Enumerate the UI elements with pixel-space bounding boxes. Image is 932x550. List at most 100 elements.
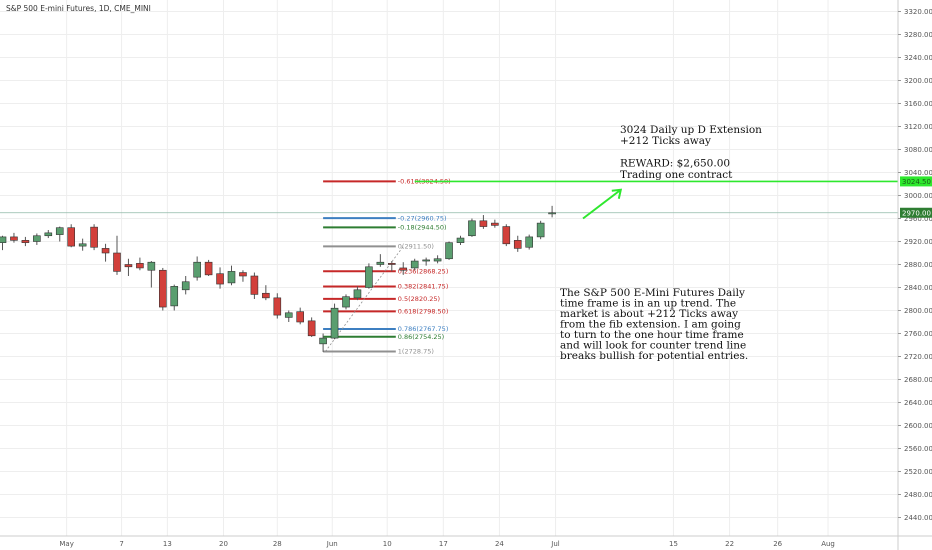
annotation-bottom-line: The S&P 500 E-Mini Futures Daily [560,287,745,299]
y-tick-label: 3320.00 [904,8,932,16]
candle [456,235,465,245]
candle-body [216,273,224,285]
x-tick-label: 20 [219,540,228,548]
candle-body [273,297,282,316]
y-tick-label: 3240.00 [904,54,932,62]
candle-body [296,311,305,323]
candle-body [44,232,53,237]
candle-body [387,263,396,265]
fib-level-label: -0.27(2960.75) [398,214,447,222]
y-axis: 2440.00 2480.00 2520.00 2560.00 2600.00 2640.… [897,0,932,550]
candle [502,224,511,247]
last-price-label: 2970.00 [902,209,931,217]
candle-body [353,289,362,299]
candle-body [0,236,7,243]
arrow-shaft [582,188,622,220]
y-tick-label: 3000.00 [904,192,932,200]
candle [319,333,327,352]
candle-body [376,261,385,265]
candle-body [124,264,133,268]
y-tick-label: 2760.00 [904,330,932,338]
candle-body [491,222,499,226]
candle-body [548,212,556,215]
candle-body [239,272,247,277]
y-tick-label: 2880.00 [904,261,932,269]
candle-body [227,271,236,284]
candle [548,205,556,218]
annotation-bottom-line: to turn to the one hour time frame [560,329,744,341]
candle [342,294,350,310]
y-tick-label: 2960.00 [904,215,932,223]
fib-level-label: 0.382(2841.75) [398,283,449,291]
grid-lines [0,0,898,536]
x-axis: May 7 13 20 28 Jun 10 17 24 Jul 15 22 26 Aug [0,535,932,548]
y-tick-label: 2520.00 [904,468,932,476]
fib-level-label: 0(2911.50) [398,243,434,251]
candle [78,238,87,251]
annotation-top-line: +212 Ticks away [620,135,711,147]
candle-body [284,312,293,318]
fib-level-label: 0.86(2754.25) [398,333,444,341]
annotation-bottom-line: and will look for counter trend line [560,340,746,352]
annotation-bottom-line: from the fib extension. I am going [560,319,741,331]
candles [0,205,556,352]
y-tick-label: 2840.00 [904,284,932,292]
candle [101,243,110,262]
candle [433,255,442,264]
y-tick-label: 2480.00 [904,491,932,499]
annotation-bottom-line: breaks bullish for potential entries. [560,350,748,362]
y-tick-label: 2440.00 [904,514,932,522]
candle-body [330,307,339,339]
candle [239,270,247,282]
fib-level-label: 0.236(2868.25) [398,267,449,275]
candle [90,224,98,251]
candle-body [365,266,373,288]
x-tick-label: 26 [773,540,782,548]
y-tick-label: 2640.00 [904,399,932,407]
candle-body [90,226,98,248]
y-tick-label: 3200.00 [904,77,932,85]
target-price-tag [900,176,932,187]
fib-level-label: 0.618(2798.50) [398,308,449,316]
annotation-top-line: 3024 Daily up D Extension [620,124,762,136]
candle-body [525,236,534,248]
candle [513,235,522,252]
candle [273,293,282,319]
candle-body [502,226,511,245]
candle-body [262,292,270,299]
annotation-bottom-line: market is about +212 Ticks away [560,308,738,320]
candle [491,219,499,228]
candle-body [181,281,190,291]
candle-body [78,243,87,247]
y-tick-label: 2920.00 [904,238,932,246]
candle [21,236,30,247]
y-tick-label: 2800.00 [904,307,932,315]
candle-body [55,227,64,235]
x-tick-label: Jun [326,540,338,548]
candle [330,303,339,340]
fib-level-label: -0.18(2944.50) [398,224,447,232]
x-tick-label: 24 [495,540,504,548]
x-tick-label: 13 [163,540,172,548]
candle-body [479,220,488,227]
candle-body [101,248,110,254]
candle-body [342,296,350,308]
candle [296,307,305,325]
x-tick-label: Aug [821,540,835,548]
candle-body [445,242,453,260]
y-tick-label: 3160.00 [904,100,932,108]
y-tick-label: 3120.00 [904,123,932,131]
candle-body [147,261,156,271]
candle [468,218,476,237]
candle [284,310,293,322]
candle [193,256,201,281]
candle [124,258,133,276]
fib-level-label: 1(2728.75) [398,348,434,356]
chart-title: S&P 500 E-mini Futures, 1D, CME_MINI [6,4,151,13]
candle [181,276,190,295]
candle-body [468,220,476,237]
candle [262,285,270,301]
candle [536,220,545,240]
x-tick-label: 17 [439,540,448,548]
candle [147,261,156,288]
